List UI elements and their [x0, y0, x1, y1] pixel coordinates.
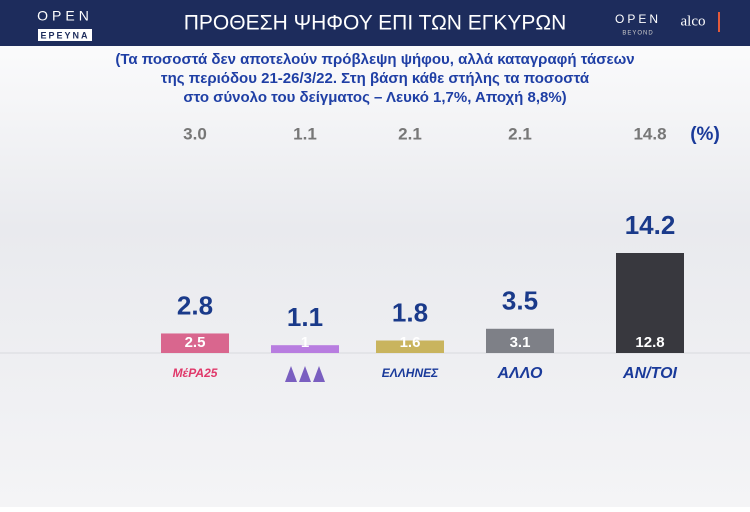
subtitle-line: στο σύνολο του δείγματος – Λευκό 1,7%, Α… [183, 89, 566, 106]
value-label: 1.8 [392, 297, 428, 327]
previous-value: 1.1 [293, 124, 317, 143]
brand-box [38, 29, 92, 41]
bar-base-label: 12.8 [635, 334, 664, 351]
value-label: 1.1 [287, 302, 323, 332]
value-label: 14.2 [625, 210, 676, 240]
party-logo [285, 366, 297, 382]
chart-title: ΠΡΟΘΕΣΗ ΨΗΦΟΥ ΕΠΙ ΤΩΝ ΕΓΚΥΡΩΝ [184, 12, 566, 35]
pollster: alco [681, 13, 706, 29]
bar [376, 340, 444, 353]
bar-base-label: 2.5 [185, 334, 206, 351]
previous-value: 14.8 [633, 124, 666, 143]
category-label: ΕΛΛΗΝΕΣ [382, 366, 439, 380]
party-logo [299, 366, 311, 382]
subtitle-line: (Τα ποσοστά δεν αποτελούν πρόβλεψη ψήφου… [115, 51, 634, 68]
bar-base-label: 3.1 [510, 334, 531, 351]
category-label: ΜέΡΑ25 [173, 366, 218, 380]
pollster-mark [718, 12, 720, 32]
bar [271, 345, 339, 353]
brand: OPEN [37, 8, 93, 24]
partner: OPEN [615, 12, 661, 26]
unit: (%) [690, 124, 720, 145]
category-label: ΑΝ/ΤΟΙ [622, 365, 677, 382]
previous-value: 2.1 [398, 124, 422, 143]
category-label: ΑΛΛΟ [496, 365, 543, 382]
subtitle-line: της περιόδου 21-26/3/22. Στη βάση κάθε σ… [161, 70, 590, 87]
previous-value: 2.1 [508, 124, 532, 143]
bar [161, 333, 229, 353]
bar [486, 328, 554, 353]
value-label: 2.8 [177, 290, 213, 320]
header-bar [0, 0, 750, 46]
bar [616, 253, 684, 353]
bar-base-label: 1.6 [400, 334, 421, 351]
value-label: 3.5 [502, 286, 538, 316]
previous-value: 3.0 [183, 124, 207, 143]
party-logo [313, 366, 325, 382]
bar-base-label: 1 [301, 334, 309, 351]
partner-sub: BEYOND [622, 31, 653, 37]
brand-sub: ΕΡΕΥΝΑ [40, 30, 89, 40]
